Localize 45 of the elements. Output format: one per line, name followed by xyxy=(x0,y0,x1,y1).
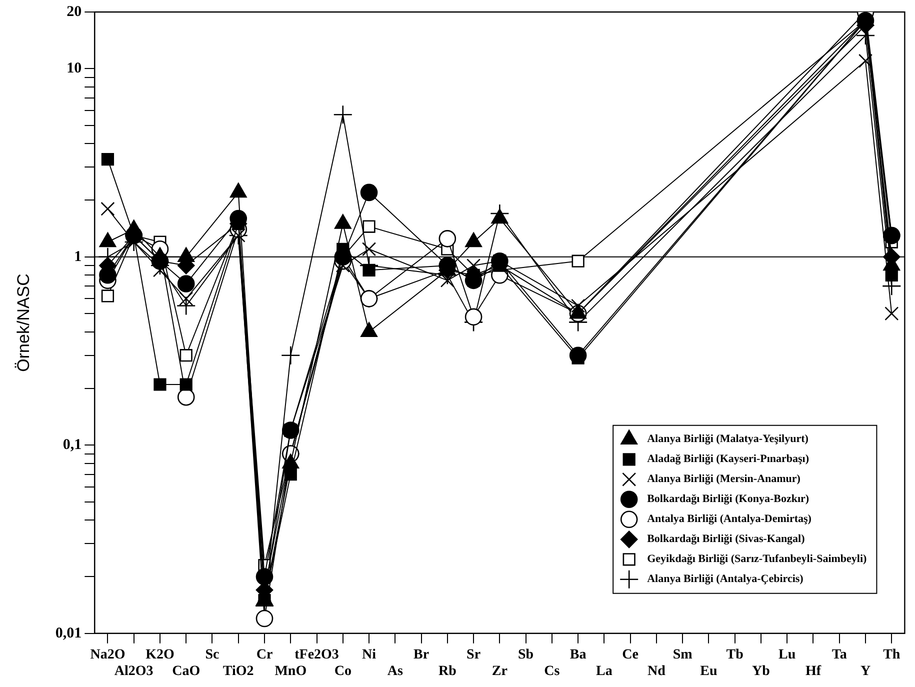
legend-label: Bolkardağı Birliği (Konya-Bozkır) xyxy=(647,493,810,506)
y-tick-label: 0,1 xyxy=(62,437,82,454)
x-tick-label: Lu xyxy=(778,647,796,662)
legend-label: Alanya Birliği (Mersin-Anamur) xyxy=(647,473,801,486)
x-tick-label: Al2O3 xyxy=(114,664,154,680)
x-tick-label: Sr xyxy=(466,647,481,662)
x-tick-label: Ta xyxy=(832,647,847,662)
legend-label: Bolkardağı Birliği (Sivas-Kangal) xyxy=(647,533,806,546)
x-tick-label: Th xyxy=(883,647,900,662)
x-tick-label: Na2O xyxy=(90,647,126,662)
x-tick-label: K2O xyxy=(146,647,174,662)
x-tick-label: Cr xyxy=(256,647,273,662)
x-tick-label: Y xyxy=(860,664,871,680)
x-tick-label: La xyxy=(596,664,612,680)
legend-label: Alanya Birliği (Malatya-Yeşilyurt) xyxy=(647,433,809,446)
x-tick-label: As xyxy=(387,664,404,680)
x-tick-label: Sb xyxy=(518,647,534,662)
x-tick-label: Ce xyxy=(622,647,638,662)
x-tick-label: Br xyxy=(414,647,430,662)
x-tick-label: Co xyxy=(334,664,352,680)
y-axis-title: Örnek/NASC xyxy=(14,274,33,372)
legend-label: Antalya Birliği (Antalya-Demirtaş) xyxy=(647,513,812,526)
x-tick-label: Hf xyxy=(805,664,822,680)
x-tick-label: tFe2O3 xyxy=(294,647,339,662)
x-tick-label: Sm xyxy=(672,647,693,662)
legend-label: Aladağ Birliği (Kayseri-Pınarbaşı) xyxy=(647,453,810,466)
x-tick-label: MnO xyxy=(274,664,307,680)
y-tick-label: 1 xyxy=(74,248,82,265)
x-tick-label: Eu xyxy=(700,664,718,680)
x-tick-label: Yb xyxy=(752,664,770,680)
y-tick-label: 20 xyxy=(66,4,82,20)
x-tick-label: Tb xyxy=(726,647,744,662)
x-tick-label: Cs xyxy=(544,664,560,680)
y-tick-label: 0,01 xyxy=(55,625,82,642)
x-tick-label: CaO xyxy=(172,664,200,680)
x-tick-label: Sc xyxy=(205,647,220,662)
x-tick-label: Rb xyxy=(438,664,457,680)
x-tick-label: Nd xyxy=(648,664,666,680)
legend-label: Alanya Birliği (Antalya-Çebircis) xyxy=(647,573,804,586)
x-tick-label: Ni xyxy=(362,647,376,662)
y-tick-label: 10 xyxy=(66,60,82,77)
x-tick-label: Ba xyxy=(570,647,586,662)
x-tick-label: TiO2 xyxy=(222,664,254,680)
legend-label: Geyikdağı Birliği (Sarız-Tufanbeyli-Saimbeyli) xyxy=(647,553,868,566)
x-tick-label: Zr xyxy=(492,664,508,680)
